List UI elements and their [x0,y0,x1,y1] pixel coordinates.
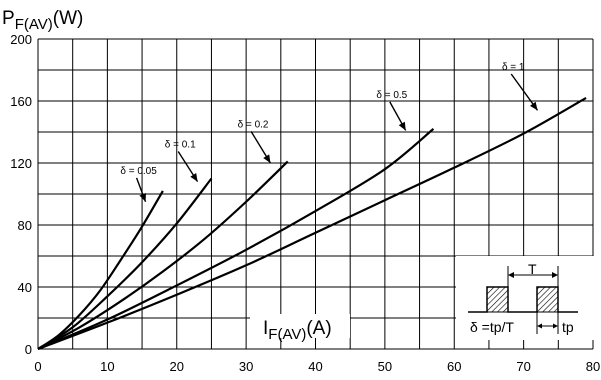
y-tick-label: 0 [25,342,32,357]
series-label-1: δ = 0.1 [165,140,196,151]
series-label-3: δ = 0.5 [376,90,407,101]
pulse-width-label: tp [562,319,574,335]
y-tick-label: 80 [18,218,32,233]
x-tick-label: 40 [308,359,322,374]
series-line-1 [38,179,211,350]
y-tick-label: 200 [10,32,32,47]
period-label: T [528,261,537,277]
series-label-4: δ = 1 [502,62,525,73]
x-tick-label: 20 [170,359,184,374]
series-label-2: δ = 0.2 [238,119,269,130]
pulse-1 [487,287,508,312]
series-arrowhead-2 [263,154,270,163]
x-tick-label: 10 [100,359,114,374]
x-tick-label: 30 [239,359,253,374]
x-tick-labels: 0 10 20 30 40 50 60 70 80 [34,359,600,374]
y-axis-label: PF(AV)(W) [2,8,83,33]
y-tick-label: 160 [10,94,32,109]
y-tick-label: 120 [10,156,32,171]
y-tick-labels: 0 40 80 120 160 200 [10,32,32,357]
duty-formula-label: δ =tp/T [470,319,514,335]
x-tick-label: 70 [516,359,530,374]
x-tick-label: 80 [586,359,600,374]
series-arrowhead-4 [530,102,538,111]
series-label-0: δ = 0.05 [120,166,157,177]
series-arrowhead-1 [190,173,197,182]
x-tick-label: 60 [447,359,461,374]
y-tick-label: 40 [18,280,32,295]
duty-cycle-inset: T δ =tp/T tp [456,256,594,340]
x-tick-label: 50 [378,359,392,374]
x-tick-label: 0 [34,359,41,374]
pulse-2 [537,287,558,312]
